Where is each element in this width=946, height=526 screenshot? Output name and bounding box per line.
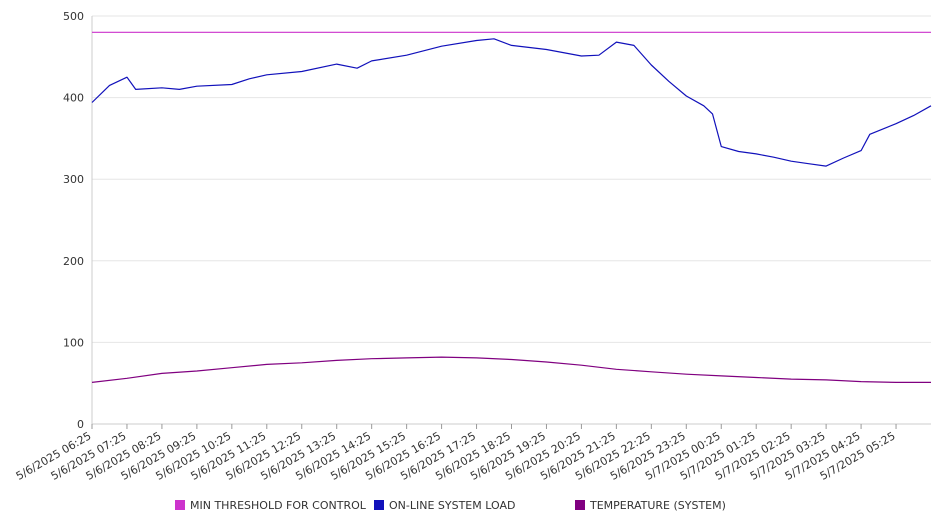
y-tick-label: 100 xyxy=(63,336,84,349)
legend-swatch xyxy=(175,500,185,510)
series-line-3 xyxy=(91,356,931,383)
legend-swatch xyxy=(575,500,585,510)
series-line-2 xyxy=(91,38,932,167)
y-tick-label: 500 xyxy=(63,10,84,23)
legend-label: MIN THRESHOLD FOR CONTROL xyxy=(190,499,367,512)
legend-label: ON-LINE SYSTEM LOAD xyxy=(389,499,515,512)
y-tick-label: 400 xyxy=(63,92,84,105)
y-tick-label: 200 xyxy=(63,255,84,268)
legend-swatch xyxy=(374,500,384,510)
y-tick-label: 0 xyxy=(77,418,84,431)
y-tick-label: 300 xyxy=(63,173,84,186)
legend-label: TEMPERATURE (SYSTEM) xyxy=(589,499,726,512)
